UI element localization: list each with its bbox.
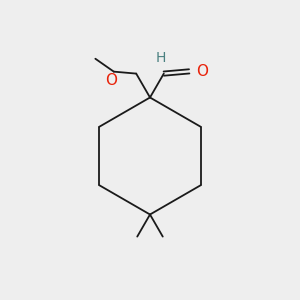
Text: O: O — [105, 73, 117, 88]
Text: O: O — [196, 64, 208, 79]
Text: H: H — [156, 51, 166, 65]
